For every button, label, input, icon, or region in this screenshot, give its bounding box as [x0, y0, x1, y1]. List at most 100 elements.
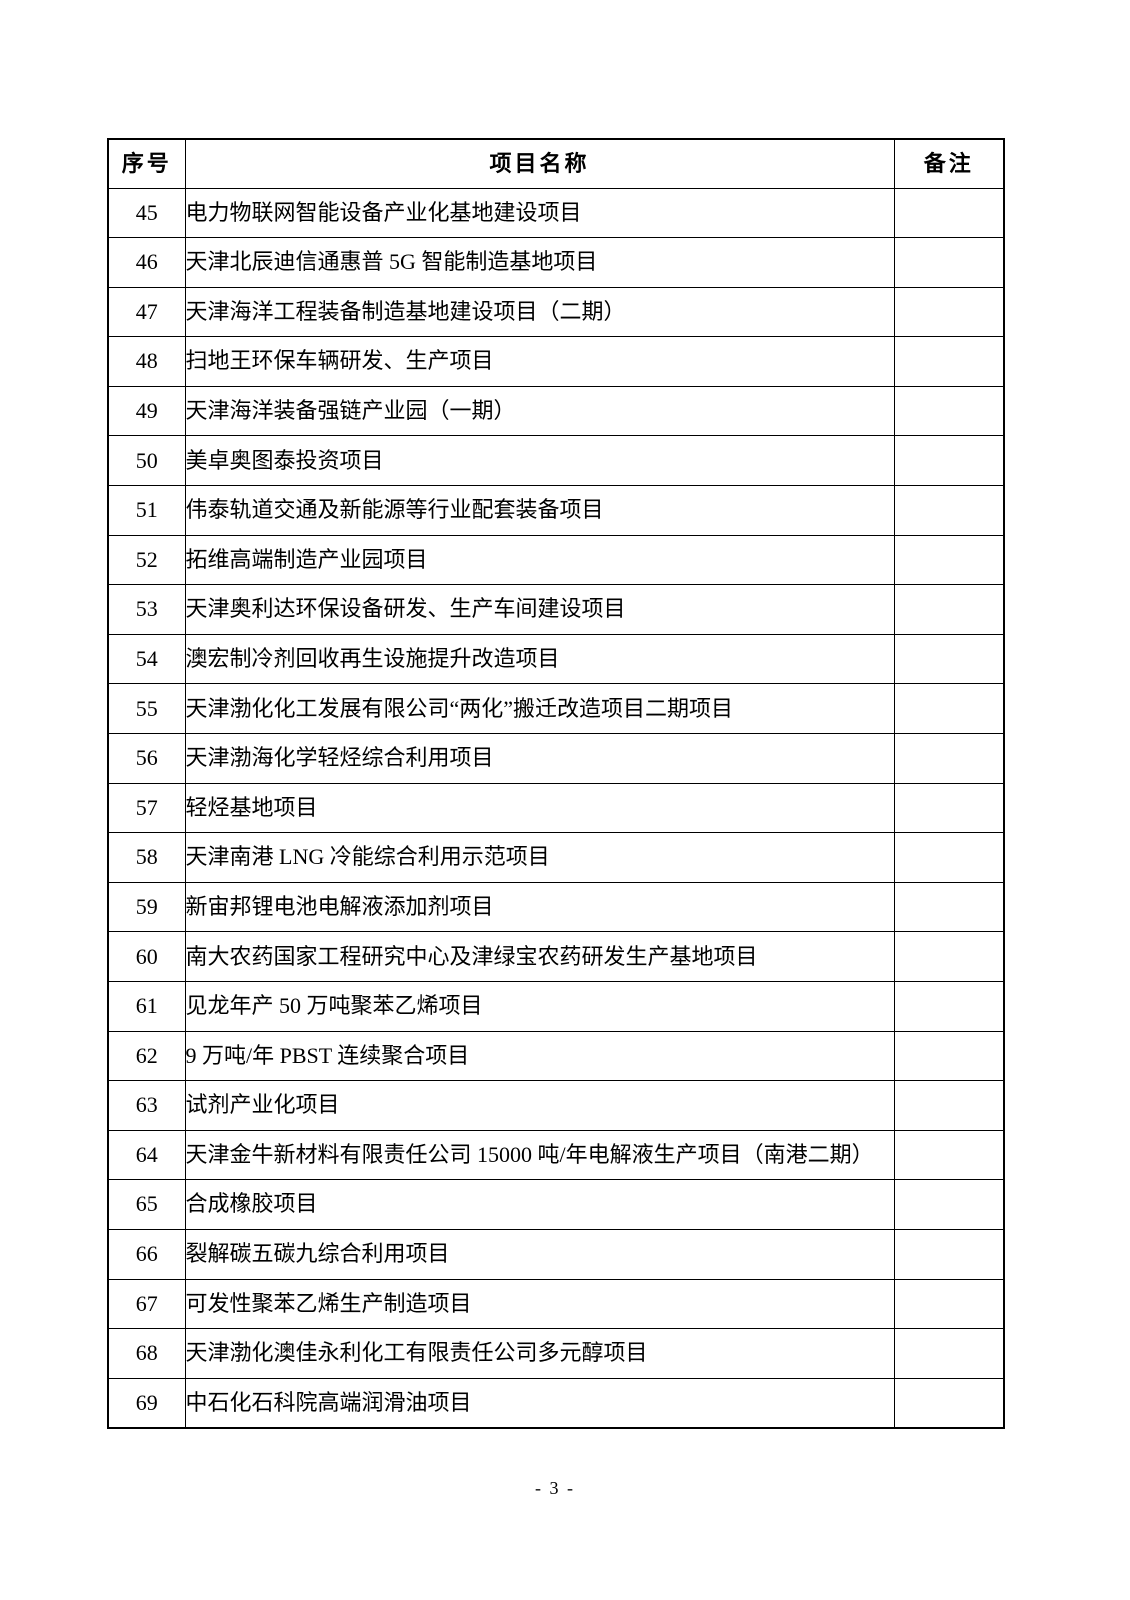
row-project-name-cell: 见龙年产 50 万吨聚苯乙烯项目	[184, 981, 895, 1032]
row-index-cell: 67	[107, 1278, 186, 1330]
row-index-cell: 58	[107, 832, 186, 883]
row-index-cell: 46	[107, 237, 186, 288]
row-index-cell: 50	[107, 435, 186, 487]
table-row: 64 天津金牛新材料有限责任公司 15000 吨/年电解液生产项目（南港二期）	[107, 1129, 1005, 1181]
page-number: - 3 -	[535, 1478, 575, 1498]
row-remark-cell	[893, 1129, 1005, 1181]
row-remark-cell	[893, 435, 1005, 487]
row-remark-cell	[893, 1328, 1005, 1379]
row-project-name-cell: 天津金牛新材料有限责任公司 15000 吨/年电解液生产项目（南港二期）	[184, 1129, 895, 1181]
row-project-name-cell: 合成橡胶项目	[184, 1179, 895, 1230]
table-row: 54 澳宏制冷剂回收再生设施提升改造项目	[107, 633, 1005, 685]
table-body: 45 电力物联网智能设备产业化基地建设项目 46 天津北辰迪信通惠普 5G 智能…	[107, 187, 1005, 1429]
table-row: 51 伟泰轨道交通及新能源等行业配套装备项目	[107, 485, 1005, 536]
row-index-cell: 61	[107, 981, 186, 1032]
projects-table: 序号 项目名称 备注 45 电力物联网智能设备产业化基地建设项目 46 天津北辰…	[107, 138, 1005, 1429]
row-index-cell: 62	[107, 1030, 186, 1082]
row-project-name-cell: 天津渤化澳佳永利化工有限责任公司多元醇项目	[184, 1328, 895, 1379]
column-header-project-name: 项目名称	[184, 138, 895, 189]
row-index-cell: 51	[107, 485, 186, 536]
row-project-name-cell: 试剂产业化项目	[184, 1080, 895, 1131]
row-index-cell: 55	[107, 683, 186, 735]
row-project-name-cell: 伟泰轨道交通及新能源等行业配套装备项目	[184, 485, 895, 536]
row-index-cell: 69	[107, 1377, 186, 1429]
table-row: 68 天津渤化澳佳永利化工有限责任公司多元醇项目	[107, 1328, 1005, 1379]
table-row: 48 扫地王环保车辆研发、生产项目	[107, 336, 1005, 387]
table-row: 55 天津渤化化工发展有限公司“两化”搬迁改造项目二期项目	[107, 683, 1005, 735]
table-row: 56 天津渤海化学轻烃综合利用项目	[107, 733, 1005, 784]
table-row: 49 天津海洋装备强链产业园（一期）	[107, 385, 1005, 437]
row-project-name-cell: 天津奥利达环保设备研发、生产车间建设项目	[184, 584, 895, 635]
row-project-name-cell: 天津南港 LNG 冷能综合利用示范项目	[184, 832, 895, 883]
table-row: 57 轻烃基地项目	[107, 782, 1005, 834]
row-index-cell: 47	[107, 286, 186, 338]
table-row: 61 见龙年产 50 万吨聚苯乙烯项目	[107, 981, 1005, 1032]
table-row: 62 9 万吨/年 PBST 连续聚合项目	[107, 1030, 1005, 1082]
row-remark-cell	[893, 981, 1005, 1032]
row-remark-cell	[893, 931, 1005, 982]
row-remark-cell	[893, 1377, 1005, 1429]
row-remark-cell	[893, 187, 1005, 239]
row-index-cell: 66	[107, 1228, 186, 1280]
row-remark-cell	[893, 1080, 1005, 1131]
row-index-cell: 48	[107, 336, 186, 387]
table-row: 69 中石化石科院高端润滑油项目	[107, 1377, 1005, 1429]
row-index-cell: 64	[107, 1129, 186, 1181]
row-index-cell: 52	[107, 534, 186, 586]
row-project-name-cell: 拓维高端制造产业园项目	[184, 534, 895, 586]
row-project-name-cell: 轻烃基地项目	[184, 782, 895, 834]
row-index-cell: 56	[107, 733, 186, 784]
row-remark-cell	[893, 683, 1005, 735]
table-row: 60 南大农药国家工程研究中心及津绿宝农药研发生产基地项目	[107, 931, 1005, 982]
row-remark-cell	[893, 1030, 1005, 1082]
row-remark-cell	[893, 1179, 1005, 1230]
row-index-cell: 59	[107, 881, 186, 933]
column-header-remark: 备注	[893, 138, 1005, 189]
table-row: 59 新宙邦锂电池电解液添加剂项目	[107, 881, 1005, 933]
table-header: 序号 项目名称 备注	[107, 138, 1005, 189]
header-row: 序号 项目名称 备注	[107, 138, 1005, 189]
row-index-cell: 65	[107, 1179, 186, 1230]
table-row: 52 拓维高端制造产业园项目	[107, 534, 1005, 586]
row-remark-cell	[893, 485, 1005, 536]
row-index-cell: 49	[107, 385, 186, 437]
row-remark-cell	[893, 286, 1005, 338]
row-project-name-cell: 电力物联网智能设备产业化基地建设项目	[184, 187, 895, 239]
row-remark-cell	[893, 633, 1005, 685]
table-row: 63 试剂产业化项目	[107, 1080, 1005, 1131]
row-remark-cell	[893, 881, 1005, 933]
row-remark-cell	[893, 385, 1005, 437]
row-remark-cell	[893, 534, 1005, 586]
row-project-name-cell: 天津北辰迪信通惠普 5G 智能制造基地项目	[184, 237, 895, 288]
table-row: 50 美卓奥图泰投资项目	[107, 435, 1005, 487]
row-project-name-cell: 天津渤化化工发展有限公司“两化”搬迁改造项目二期项目	[184, 683, 895, 735]
row-remark-cell	[893, 1228, 1005, 1280]
table-row: 46 天津北辰迪信通惠普 5G 智能制造基地项目	[107, 237, 1005, 288]
table-row: 58 天津南港 LNG 冷能综合利用示范项目	[107, 832, 1005, 883]
table-row: 47 天津海洋工程装备制造基地建设项目（二期）	[107, 286, 1005, 338]
row-project-name-cell: 裂解碳五碳九综合利用项目	[184, 1228, 895, 1280]
row-index-cell: 53	[107, 584, 186, 635]
row-project-name-cell: 天津海洋工程装备制造基地建设项目（二期）	[184, 286, 895, 338]
row-remark-cell	[893, 832, 1005, 883]
row-project-name-cell: 扫地王环保车辆研发、生产项目	[184, 336, 895, 387]
row-project-name-cell: 中石化石科院高端润滑油项目	[184, 1377, 895, 1429]
row-project-name-cell: 新宙邦锂电池电解液添加剂项目	[184, 881, 895, 933]
row-index-cell: 57	[107, 782, 186, 834]
row-project-name-cell: 澳宏制冷剂回收再生设施提升改造项目	[184, 633, 895, 685]
row-index-cell: 63	[107, 1080, 186, 1131]
row-project-name-cell: 美卓奥图泰投资项目	[184, 435, 895, 487]
row-index-cell: 54	[107, 633, 186, 685]
row-remark-cell	[893, 733, 1005, 784]
table-row: 66 裂解碳五碳九综合利用项目	[107, 1228, 1005, 1280]
row-index-cell: 45	[107, 187, 186, 239]
row-project-name-cell: 可发性聚苯乙烯生产制造项目	[184, 1278, 895, 1330]
table-row: 67 可发性聚苯乙烯生产制造项目	[107, 1278, 1005, 1330]
row-remark-cell	[893, 237, 1005, 288]
row-remark-cell	[893, 782, 1005, 834]
row-remark-cell	[893, 336, 1005, 387]
row-project-name-cell: 天津海洋装备强链产业园（一期）	[184, 385, 895, 437]
row-project-name-cell: 天津渤海化学轻烃综合利用项目	[184, 733, 895, 784]
row-project-name-cell: 9 万吨/年 PBST 连续聚合项目	[184, 1030, 895, 1082]
